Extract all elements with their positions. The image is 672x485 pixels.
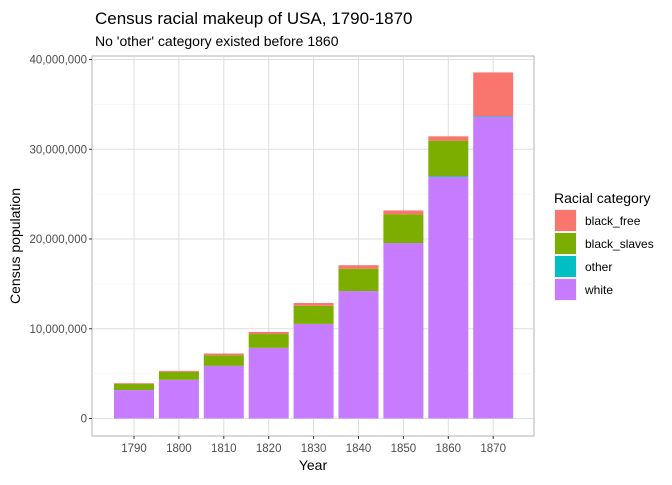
x-tick-label: 1830: [301, 443, 327, 455]
legend-label-black_free: black_free: [585, 214, 641, 228]
y-tick-label: 20,000,000: [29, 234, 87, 246]
bar-segment-white-1830: [293, 323, 334, 419]
x-tick-label: 1840: [346, 443, 372, 455]
x-tick-label: 1810: [211, 443, 237, 455]
x-tick-label: 1860: [436, 443, 462, 455]
bar-segment-black_free-1870: [473, 72, 514, 117]
y-tick-label: 30,000,000: [29, 144, 87, 156]
y-axis-label: Census population: [7, 188, 23, 304]
chart-subtitle: No 'other' category existed before 1860: [95, 33, 339, 49]
legend: Racial category black_free black_slavesot…: [554, 190, 654, 301]
bar-segment-white-1820: [248, 347, 289, 419]
bar-segment-white-1800: [158, 379, 199, 419]
x-tick-label: 1850: [391, 443, 417, 455]
bar-segment-white-1860: [428, 176, 469, 419]
bar-segment-black_free-1790: [114, 383, 154, 385]
legend-label-white: white: [584, 283, 613, 297]
bar-segment-black_slaves-1800: [158, 371, 199, 380]
bar-segment-black_slaves-1850: [383, 214, 424, 244]
y-tick-label: 0: [81, 414, 87, 426]
bar-segment-white-1790: [114, 390, 154, 419]
bar-segment-black_slaves-1860: [428, 140, 469, 177]
legend-swatch-white: [555, 279, 576, 300]
bar-segment-black_free-1860: [428, 136, 469, 141]
x-tick-label: 1800: [166, 443, 192, 455]
bar-segment-black_slaves-1830: [293, 305, 334, 324]
bar-segment-other-1860: [428, 176, 469, 177]
bar-segment-white-1810: [203, 365, 244, 419]
legend-swatch-other: [555, 256, 576, 277]
legend-label-other: other: [585, 260, 612, 274]
bar-segment-white-1870: [473, 117, 514, 419]
bar-segment-black_slaves-1790: [114, 383, 154, 391]
bars: [114, 72, 514, 419]
x-tick-label: 1870: [480, 443, 506, 455]
bar-segment-black_free-1810: [203, 353, 244, 356]
x-axis: 1790 1800 1810 1820 1830 1840 1850 1860 1870: [121, 436, 506, 455]
bar-segment-black_slaves-1820: [248, 334, 289, 348]
bar-segment-white-1840: [338, 291, 379, 419]
y-tick-label: 40,000,000: [29, 55, 87, 67]
chart-title: Census racial makeup of USA, 1790-1870: [95, 9, 413, 28]
y-tick-label: 10,000,000: [29, 324, 87, 336]
x-axis-label: Year: [299, 457, 328, 473]
legend-label-black_slaves: black_slaves: [585, 237, 654, 251]
legend-swatch-black_slaves: [555, 233, 576, 254]
bar-segment-white-1850: [383, 243, 424, 419]
bar-segment-black_free-1830: [293, 302, 334, 306]
bar-segment-black_free-1840: [338, 265, 379, 269]
bar-segment-black_slaves-1810: [203, 355, 244, 366]
y-axis: 0 10,000,000 20,000,000 30,000,000 40,000,00…: [29, 55, 92, 426]
legend-title: Racial category: [554, 190, 651, 206]
bar-segment-other-1870: [473, 116, 514, 118]
bar-segment-black_free-1820: [248, 331, 289, 335]
bar-segment-black_free-1850: [383, 210, 424, 215]
x-tick-label: 1790: [121, 443, 147, 455]
bar-segment-black_free-1800: [158, 370, 199, 372]
legend-swatch-black_free: [555, 210, 576, 231]
x-tick-label: 1820: [256, 443, 282, 455]
bar-segment-black_slaves-1840: [338, 268, 379, 292]
